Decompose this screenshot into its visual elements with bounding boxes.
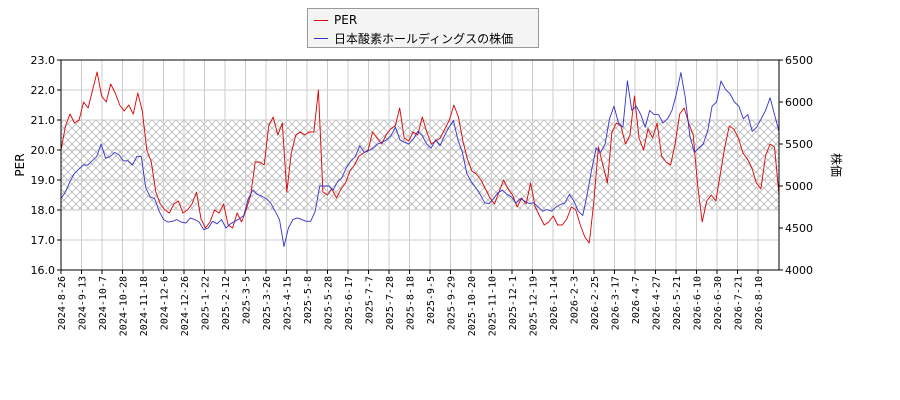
x-tick-label: 2026-7-21 [734,276,745,330]
x-tick-label: 2025-11-10 [488,276,499,336]
x-tick-label: 2025-2-12 [221,276,232,330]
legend-label-per: PER [334,13,358,27]
x-tick-label: 2025-5-8 [303,276,314,324]
x-tick-label: 2026-6-30 [713,276,724,330]
x-tick-label: 2025-7-28 [385,276,396,330]
x-tick-label: 2026-8-10 [754,276,765,330]
x-tick-label: 2025-9-29 [447,276,458,330]
right-axis-label: 株価 [829,153,844,177]
x-tick-label: 2025-5-28 [324,276,335,330]
band-range [60,119,780,211]
left-axis-label: PER [13,153,27,176]
x-tick-label: 2025-7-7 [365,276,376,324]
legend-entry-stock-price: 日本酸素ホールディングスの株価 [314,30,513,46]
legend-swatch-per [314,19,328,21]
legend-label-stock-price: 日本酸素ホールディングスの株価 [334,31,514,46]
y-tick-label-right: 5500 [785,138,813,151]
y-tick-label-left: 17.0 [31,234,56,247]
y-tick-label-right: 4500 [785,222,813,235]
x-tick-label: 2025-12-19 [529,276,540,336]
x-tick-label: 2024-8-26 [57,276,68,330]
x-tick-label: 2024-11-18 [139,276,150,336]
x-tick-label: 2025-1-22 [201,276,212,330]
x-tick-label: 2025-3-26 [262,276,273,330]
y-tick-label-left: 23.0 [31,54,56,67]
y-tick-label-left: 21.0 [31,114,56,127]
y-tick-label-left: 19.0 [31,174,56,187]
per-line [60,71,780,244]
stock-price-line [60,72,780,247]
y-tick-label-left: 20.0 [31,144,56,157]
x-tick-label: 2026-5-21 [672,276,683,330]
y-tick-label-right: 6000 [785,96,813,109]
x-tick-label: 2025-3-5 [242,276,253,324]
x-tick-label: 2025-8-18 [406,276,417,330]
y-tick-label-left: 22.0 [31,84,56,97]
y-tick-label-left: 18.0 [31,204,56,217]
x-tick-label: 2024-10-28 [119,276,130,336]
x-tick-label: 2025-10-20 [467,276,478,336]
x-tick-label: 2026-1-14 [549,276,560,330]
x-tick-label: 2026-4-27 [652,276,663,330]
y-tick-label-left: 16.0 [31,264,56,277]
x-tick-label: 2026-3-17 [611,276,622,330]
x-tick-label: 2026-2-25 [590,276,601,330]
x-tick-label: 2025-4-15 [283,276,294,330]
x-tick-label: 2024-10-7 [98,276,109,330]
x-tick-label: 2025-9-5 [426,276,437,324]
x-tick-label: 2026-2-3 [570,276,581,324]
x-tick-label: 2026-6-10 [693,276,704,330]
y-tick-label-right: 4000 [785,264,813,277]
x-tick-label: 2026-4-7 [631,276,642,324]
legend-entry-per: PER [314,12,357,28]
x-tick-label: 2024-12-26 [180,276,191,336]
y-tick-label-right: 5000 [785,180,813,193]
plot-frame [60,59,780,271]
x-tick-label: 2025-6-17 [344,276,355,330]
x-tick-label: 2024-12-6 [160,276,171,330]
y-tick-label-right: 6500 [785,54,813,67]
legend: PER 日本酸素ホールディングスの株価 [307,8,539,48]
x-tick-label: 2025-12-1 [508,276,519,330]
x-tick-label: 2024-9-13 [78,276,89,330]
legend-swatch-stock-price [314,37,328,39]
